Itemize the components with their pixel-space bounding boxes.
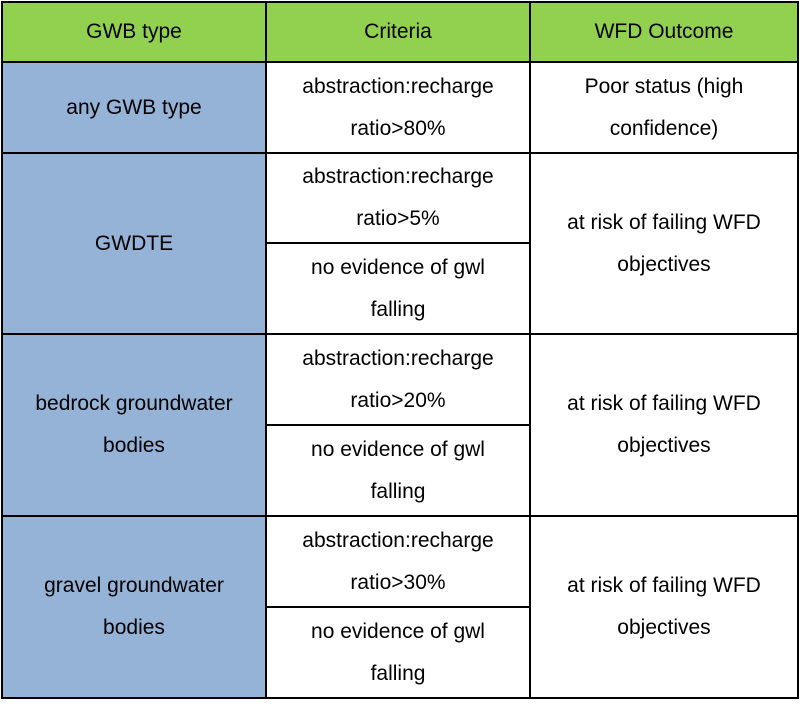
criteria-cell: no evidence of gwl falling <box>265 424 531 517</box>
header-gwb-type: GWB type <box>1 1 267 63</box>
criteria-label: abstraction:recharge ratio>80% <box>302 74 494 140</box>
criteria-label: abstraction:recharge ratio>5% <box>302 165 494 230</box>
gwb-type-cell: GWDTE <box>1 152 267 335</box>
outcome-cell: at risk of failing WFD objectives <box>529 152 799 335</box>
criteria-cell: no evidence of gwl falling <box>265 606 531 699</box>
criteria-cell: abstraction:recharge ratio>5% <box>265 152 531 244</box>
outcome-cell: at risk of failing WFD objectives <box>529 333 799 517</box>
table-subrow: no evidence of gwl falling <box>2 242 798 335</box>
outcome-cell: at risk of failing WFD objectives <box>529 515 799 699</box>
outcome-cell: Poor status (high confidence) <box>529 61 799 154</box>
table-row: bedrock groundwater bodies abstraction:r… <box>1 333 799 517</box>
outcome-label: at risk of failing WFD objectives <box>567 574 761 639</box>
criteria-label: abstraction:recharge ratio>20% <box>302 346 494 412</box>
criteria-cell: no evidence of gwl falling <box>265 242 531 335</box>
table-subrow: no evidence of gwl falling <box>2 606 798 699</box>
gwb-type-cell: any GWB type <box>1 61 267 154</box>
header-row: GWB type Criteria WFD Outcome <box>1 1 799 63</box>
criteria-cell: abstraction:recharge ratio>80% <box>265 61 531 154</box>
outcome-label: Poor status (high confidence) <box>584 74 744 140</box>
gwb-type-cell: bedrock groundwater bodies <box>1 333 267 517</box>
criteria-label: abstraction:recharge ratio>30% <box>302 528 494 594</box>
gwb-type-label: GWDTE <box>94 231 174 255</box>
outcome-label: at risk of failing WFD objectives <box>567 392 761 457</box>
gwb-type-label: any GWB type <box>66 95 202 119</box>
table-row: GWDTE abstraction:recharge ratio>5% at r… <box>1 152 799 335</box>
gwb-type-cell: gravel groundwater bodies <box>1 515 267 699</box>
criteria-label: no evidence of gwl falling <box>311 437 485 503</box>
criteria-label: no evidence of gwl falling <box>311 619 485 685</box>
criteria-cell: abstraction:recharge ratio>30% <box>265 515 531 608</box>
outcome-label: at risk of failing WFD objectives <box>567 210 761 276</box>
table-subrow: no evidence of gwl falling <box>2 424 798 517</box>
table-row: any GWB type abstraction:recharge ratio>… <box>1 61 799 154</box>
criteria-label: no evidence of gwl falling <box>311 255 485 321</box>
header-wfd-outcome: WFD Outcome <box>529 1 799 63</box>
gwb-type-label: gravel groundwater bodies <box>44 574 224 639</box>
table-row: gravel groundwater bodies abstraction:re… <box>1 515 799 699</box>
criteria-cell: abstraction:recharge ratio>20% <box>265 333 531 426</box>
header-criteria: Criteria <box>265 1 531 63</box>
gwb-type-label: bedrock groundwater bodies <box>35 392 233 457</box>
